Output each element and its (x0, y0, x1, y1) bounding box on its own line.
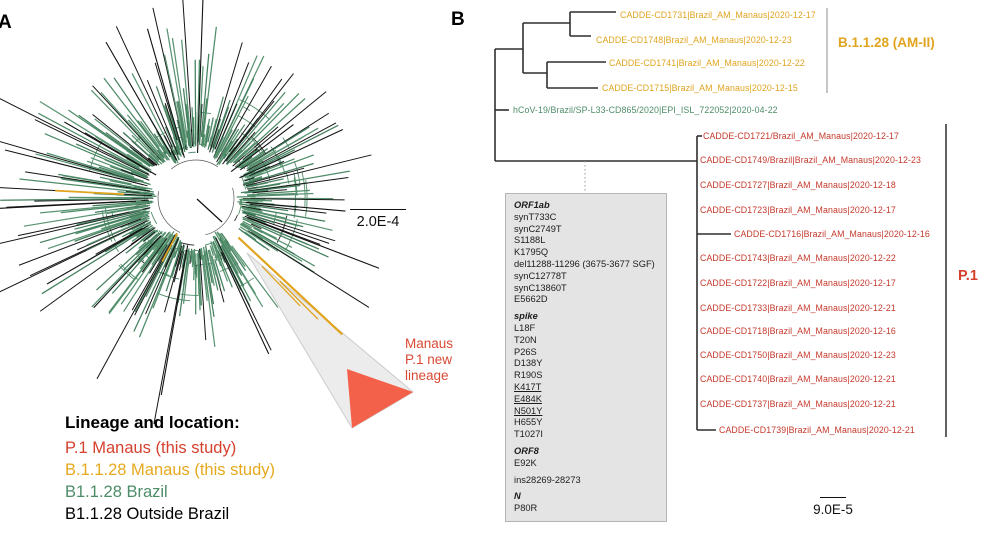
mutation: synC2749T (514, 223, 562, 234)
gene-name: ORF1ab (514, 200, 550, 210)
tip-label: CADDE-CD1715|Brazil_AM_Manaus|2020-12-15 (602, 83, 798, 93)
mutation-section: ORF8 E92K (514, 446, 658, 470)
legend-item: B1.1.28 Outside Brazil (65, 505, 230, 523)
p1-mutations-box: ORF1ab synT733C synC2749T S1188L K1795Q del11… (505, 193, 667, 522)
tip-label: CADDE-CD1749/Brazil|Brazil_AM_Manaus|202… (700, 155, 921, 165)
tip-label: CADDE-CD1721/Brazil_AM_Manaus|2020-12-17 (703, 131, 899, 141)
tip-label: CADDE-CD1741|Brazil_AM_Manaus|2020-12-22 (609, 58, 805, 68)
mutation: synT733C (514, 211, 557, 222)
gene-name: N (514, 491, 521, 502)
mutation: N501Y (514, 405, 543, 416)
legend-item: B.1.1.28 Manaus (this study) (65, 461, 276, 479)
panel-b-label: B (451, 9, 465, 30)
tip-label: CADDE-CD1748|Brazil_AM_Manaus|2020-12-23 (596, 35, 792, 45)
tip-label: CADDE-CD1716|Brazil_AM_Manaus|2020-12-16 (734, 229, 930, 239)
tip-label: CADDE-CD1723|Brazil_AM_Manaus|2020-12-17 (700, 205, 896, 215)
tip-label: hCoV-19/Brazil/SP-L33-CD865/2020|EPI_ISL… (513, 105, 778, 115)
panel-b-scale-label: 9.0E-5 (813, 502, 853, 517)
mutation: E5662D (514, 294, 548, 305)
mutation: L18F (514, 322, 536, 333)
panel-a-label: A (0, 12, 12, 33)
tip-label: CADDE-CD1750|Brazil_AM_Manaus|2020-12-23 (700, 350, 896, 360)
mutation-section: spike L18F T20N P26S D138Y R190S K417T E484K N50… (514, 311, 658, 441)
p1-wedge-annotation: Manaus P.1 new lineage (405, 336, 454, 383)
mutation: E92K (514, 457, 537, 468)
gene-name: ORF8 (514, 445, 539, 456)
tip-label: CADDE-CD1737|Brazil_AM_Manaus|2020-12-21 (700, 399, 896, 409)
clade-label: P.1 (958, 268, 978, 284)
tip-label: CADDE-CD1733|Brazil_AM_Manaus|2020-12-21 (700, 303, 896, 313)
mutation-section: N P80R (514, 491, 658, 515)
mutation: P80R (514, 503, 538, 514)
mutation: D138Y (514, 358, 543, 369)
mutation: K417T (514, 381, 542, 392)
tip-label: CADDE-CD1739|Brazil_AM_Manaus|2020-12-21 (719, 425, 915, 435)
mutation: P26S (514, 346, 537, 357)
gene-name: spike (514, 311, 538, 322)
mutation: S1188L (514, 235, 546, 246)
tip-label: CADDE-CD1731|Brazil_AM_Manaus|2020-12-17 (620, 10, 816, 20)
tip-label: CADDE-CD1727|Brazil_AM_Manaus|2020-12-18 (700, 180, 896, 190)
clade-label: B.1.1.28 (AM-II) (838, 35, 935, 50)
mutation: ins28269-28273 (514, 474, 581, 485)
panel-b-scale-bar (820, 497, 846, 498)
mutation: K1795Q (514, 247, 549, 258)
legend-title: Lineage and location: (65, 413, 240, 432)
legend-items: P.1 Manaus (this study) B.1.1.28 Manaus (… (65, 437, 275, 525)
mutation: del11288-11296 (3675-3677 SGF) (514, 258, 655, 269)
panel-a-scale-label: 2.0E-4 (356, 214, 400, 230)
legend-item: B1.1.28 Brazil (65, 483, 168, 501)
lineage-legend: Lineage and location: P.1 Manaus (this s… (65, 413, 275, 525)
mutation: R190S (514, 370, 543, 381)
tip-label: CADDE-CD1743|Brazil_AM_Manaus|2020-12-22 (700, 253, 896, 263)
tip-label: CADDE-CD1718|Brazil_AM_Manaus|2020-12-16 (700, 326, 896, 336)
legend-item: P.1 Manaus (this study) (65, 439, 237, 457)
panel-a-scale-bar (350, 209, 406, 210)
mutation: synC12778T (514, 270, 567, 281)
mutation-section: ORF1ab synT733C synC2749T S1188L K1795Q del11… (514, 200, 658, 306)
mutation: synC13860T (514, 282, 567, 293)
mutation: T20N (514, 334, 537, 345)
tip-label: CADDE-CD1740|Brazil_AM_Manaus|2020-12-21 (700, 374, 896, 384)
mutation-section: ins28269-28273 (514, 475, 658, 487)
mutation: T1027I (514, 429, 543, 440)
mutation: E484K (514, 393, 542, 404)
mutation: H655Y (514, 417, 543, 428)
tip-label: CADDE-CD1722|Brazil_AM_Manaus|2020-12-17 (700, 278, 896, 288)
